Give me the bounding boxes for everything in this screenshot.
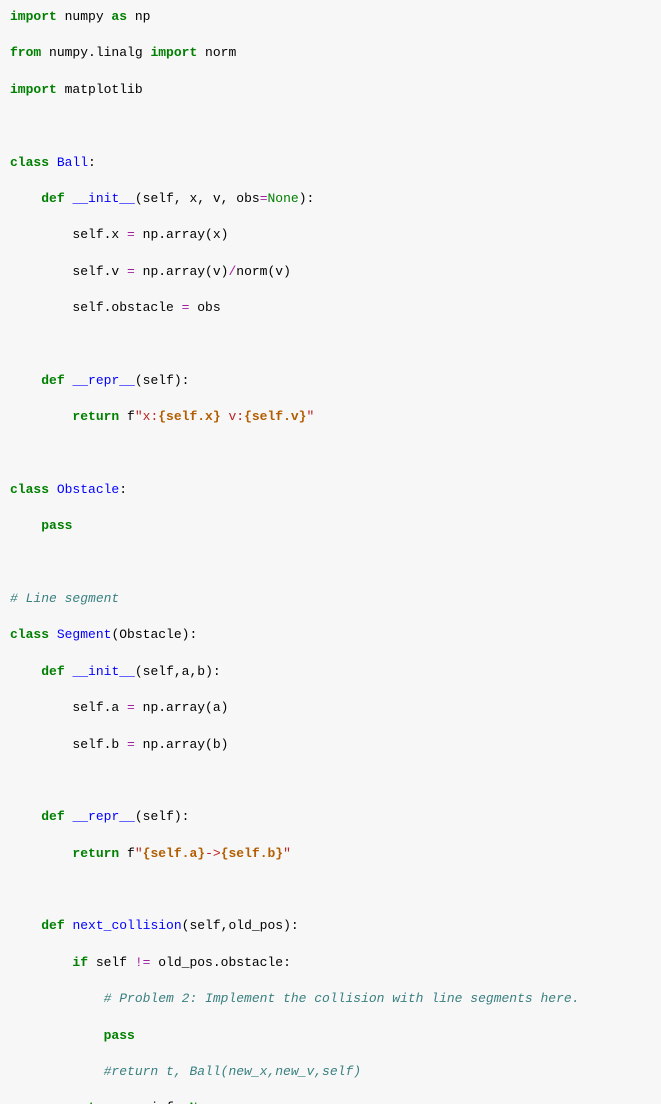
code-line: # Problem 2: Implement the collision wit… xyxy=(10,990,651,1008)
code-line: self.a = np.array(a) xyxy=(10,699,651,717)
builtin-none: None xyxy=(189,1100,220,1104)
code-line: def __init__(self,a,b): xyxy=(10,663,651,681)
blank-line xyxy=(10,117,651,135)
code-line: if self != old_pos.obstacle: xyxy=(10,954,651,972)
keyword-def: def xyxy=(41,918,64,933)
keyword-def: def xyxy=(41,373,64,388)
comment: # Problem 2: Implement the collision wit… xyxy=(104,991,580,1006)
code-line: #return t, Ball(new_x,new_v,self) xyxy=(10,1063,651,1081)
code-line: class Obstacle: xyxy=(10,481,651,499)
string-literal: " xyxy=(307,409,315,424)
code-line: pass xyxy=(10,1027,651,1045)
builtin-none: None xyxy=(268,191,299,206)
keyword-return: return xyxy=(72,846,119,861)
code-line: import numpy as np xyxy=(10,8,651,26)
operator: = xyxy=(127,264,135,279)
string-literal: -> xyxy=(205,846,221,861)
operator: = xyxy=(127,737,135,752)
keyword-return: return xyxy=(72,1100,119,1104)
keyword-def: def xyxy=(41,191,64,206)
code-line: return f"x:{self.x} v:{self.v}" xyxy=(10,408,651,426)
code-line: # Line segment xyxy=(10,590,651,608)
class-name: Ball xyxy=(57,155,88,170)
function-name: next_collision xyxy=(72,918,181,933)
blank-line xyxy=(10,445,651,463)
keyword-pass: pass xyxy=(41,518,72,533)
blank-line xyxy=(10,772,651,790)
blank-line xyxy=(10,554,651,572)
class-name: Segment xyxy=(57,627,112,642)
function-name: __init__ xyxy=(72,664,134,679)
code-block: import numpy as np from numpy.linalg imp… xyxy=(10,8,651,1104)
code-line: return f"{self.a}->{self.b}" xyxy=(10,845,651,863)
keyword-if: if xyxy=(72,955,88,970)
keyword-class: class xyxy=(10,155,49,170)
string-interp: {self.x} xyxy=(158,409,220,424)
code-line: def __repr__(self): xyxy=(10,808,651,826)
string-literal: v: xyxy=(221,409,244,424)
operator: != xyxy=(135,955,151,970)
keyword-return: return xyxy=(72,409,119,424)
string-interp: {self.v} xyxy=(244,409,306,424)
keyword-pass: pass xyxy=(104,1028,135,1043)
keyword-def: def xyxy=(41,809,64,824)
code-line: return np.inf, None xyxy=(10,1099,651,1104)
string-literal: " xyxy=(283,846,291,861)
code-line: def next_collision(self,old_pos): xyxy=(10,917,651,935)
function-name: __repr__ xyxy=(72,809,134,824)
code-line: def __init__(self, x, v, obs=None): xyxy=(10,190,651,208)
keyword-def: def xyxy=(41,664,64,679)
code-line: from numpy.linalg import norm xyxy=(10,44,651,62)
keyword-from: from xyxy=(10,45,41,60)
blank-line xyxy=(10,335,651,353)
blank-line xyxy=(10,881,651,899)
code-line: self.x = np.array(x) xyxy=(10,226,651,244)
function-name: __init__ xyxy=(72,191,134,206)
string-literal: "x: xyxy=(135,409,158,424)
keyword-class: class xyxy=(10,627,49,642)
string-interp: {self.a} xyxy=(143,846,205,861)
code-line: self.obstacle = obs xyxy=(10,299,651,317)
keyword-class: class xyxy=(10,482,49,497)
class-name: Obstacle xyxy=(57,482,119,497)
code-line: self.b = np.array(b) xyxy=(10,736,651,754)
code-line: class Segment(Obstacle): xyxy=(10,626,651,644)
string-literal: " xyxy=(135,846,143,861)
code-line: pass xyxy=(10,517,651,535)
code-line: class Ball: xyxy=(10,154,651,172)
operator: = xyxy=(127,700,135,715)
keyword-import: import xyxy=(10,9,57,24)
function-name: __repr__ xyxy=(72,373,134,388)
keyword-as: as xyxy=(111,9,127,24)
keyword-import: import xyxy=(10,82,57,97)
comment: # Line segment xyxy=(10,591,119,606)
operator: = xyxy=(127,227,135,242)
operator: = xyxy=(260,191,268,206)
string-interp: {self.b} xyxy=(221,846,283,861)
comment: #return t, Ball(new_x,new_v,self) xyxy=(104,1064,361,1079)
code-line: def __repr__(self): xyxy=(10,372,651,390)
keyword-import: import xyxy=(150,45,197,60)
code-line: import matplotlib xyxy=(10,81,651,99)
code-line: self.v = np.array(v)/norm(v) xyxy=(10,263,651,281)
